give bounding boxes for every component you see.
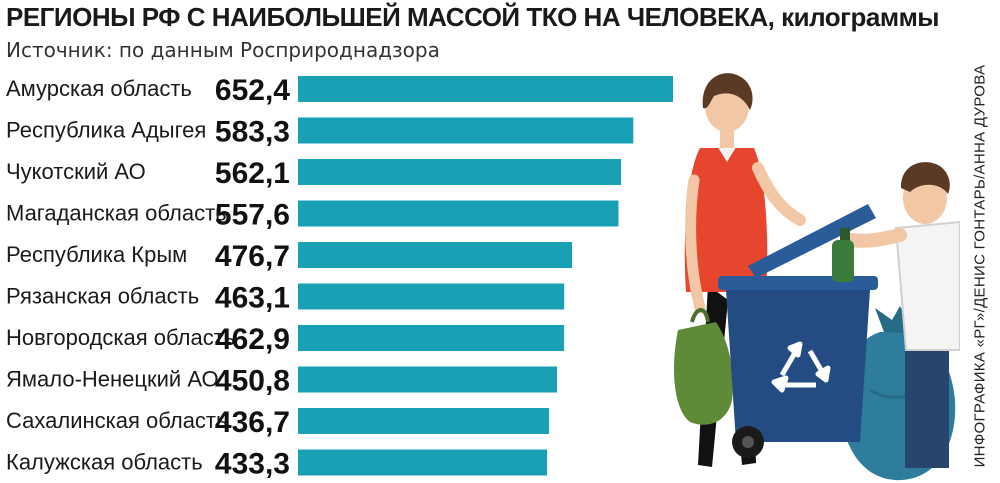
shopping-bag-icon <box>674 308 734 425</box>
category-label: Республика Крым <box>6 242 187 267</box>
value-label: 436,7 <box>215 406 290 439</box>
value-label: 433,3 <box>215 448 290 481</box>
recycling-bin-icon <box>718 204 878 458</box>
bar <box>298 283 565 310</box>
value-label: 652,4 <box>215 74 290 107</box>
chart-source: Источник: по данным Росприроднадзора <box>6 38 440 62</box>
bar <box>298 408 549 434</box>
boy-icon <box>843 162 960 468</box>
bar-chart: Амурская область 652,4 Республика Адыгея 58… <box>6 74 673 481</box>
value-label: 583,3 <box>215 116 290 149</box>
category-label: Новгородская область <box>6 325 235 350</box>
bar <box>298 200 619 227</box>
value-label: 462,9 <box>215 323 290 356</box>
category-label: Республика Адыгея <box>6 118 206 143</box>
recycle-icon <box>771 341 831 393</box>
bar <box>298 76 673 102</box>
credit-text: ИНФОГРАФИКА «РГ»/ДЕНИС ГОНТАРЬ/АННА ДУРО… <box>971 64 989 468</box>
category-label: Амурская область <box>6 76 192 101</box>
chart-title: РЕГИОНЫ РФ С НАИБОЛЬШЕЙ МАССОЙ ТКО НА ЧЕ… <box>6 2 940 32</box>
value-label: 557,6 <box>215 199 290 232</box>
illustration <box>674 73 960 481</box>
category-label: Рязанская область <box>6 284 199 309</box>
category-label: Сахалинская область <box>6 408 227 433</box>
bar <box>298 366 558 393</box>
bar <box>298 449 548 476</box>
bar <box>298 325 565 351</box>
value-label: 476,7 <box>215 240 290 273</box>
category-label: Чукотский АО <box>6 159 146 184</box>
value-label: 463,1 <box>215 282 290 315</box>
category-label: Ямало-Ненецкий АО <box>6 367 219 392</box>
bar <box>298 117 634 144</box>
bar <box>298 242 572 268</box>
value-label: 450,8 <box>215 365 290 398</box>
category-label: Калужская область <box>6 450 203 475</box>
bottle-icon <box>832 228 854 282</box>
bar <box>298 159 622 185</box>
value-label: 562,1 <box>215 157 290 190</box>
credit-block: ИНФОГРАФИКА «РГ»/ДЕНИС ГОНТАРЬ/АННА ДУРО… <box>966 56 994 476</box>
category-label: Магаданская область <box>6 201 227 226</box>
